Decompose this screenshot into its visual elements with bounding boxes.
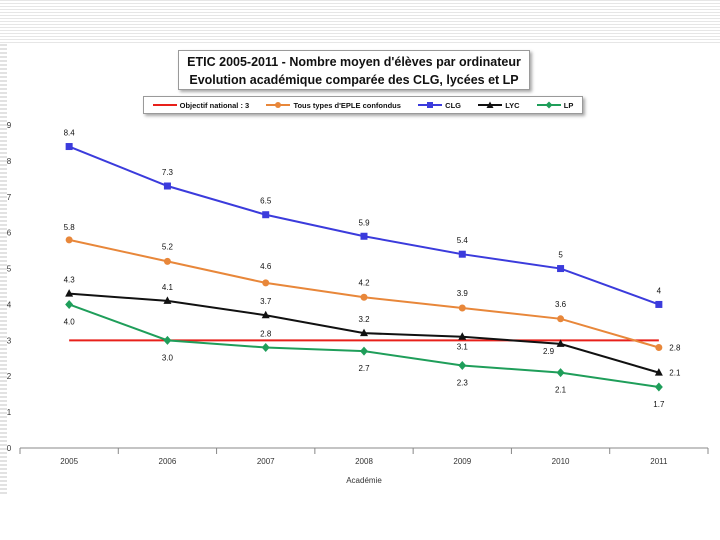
data-point	[655, 344, 663, 352]
legend-label-eple: Tous types d'EPLE confondus	[293, 100, 401, 110]
data-point	[458, 332, 467, 340]
data-point	[557, 315, 565, 323]
data-point	[458, 250, 466, 258]
data-point	[655, 300, 663, 308]
chart-title-line-1: ETIC 2005-2011 - Nombre moyen d'élèves p…	[187, 55, 521, 69]
data-point	[65, 299, 74, 309]
x-tick-label: 2009	[453, 457, 471, 466]
left-border-decoration	[0, 44, 7, 494]
data-label: 3.1	[457, 343, 469, 352]
data-label: 2.8	[669, 344, 681, 353]
data-label: 2.9	[543, 347, 555, 356]
data-point	[163, 335, 172, 345]
y-tick-label: 8	[7, 157, 12, 166]
data-point	[557, 265, 565, 273]
data-point	[458, 304, 466, 312]
data-point	[360, 232, 368, 240]
data-label: 7.3	[162, 168, 174, 177]
x-tick-label: 2008	[355, 457, 373, 466]
y-tick-label: 9	[7, 121, 12, 130]
data-label: 3.9	[457, 289, 469, 298]
x-axis-title: Académie	[346, 476, 382, 485]
data-point	[360, 328, 368, 337]
data-label: 4.0	[64, 317, 76, 326]
legend-item-objectif: Objectif national : 3	[152, 100, 250, 110]
data-label: 8.4	[64, 129, 76, 138]
y-tick-label: 3	[7, 336, 12, 345]
data-label: 2.1	[669, 369, 681, 378]
chart-legend: Objectif national : 3 Tous types d'EPLE …	[143, 96, 583, 114]
data-point	[163, 257, 171, 265]
data-point	[262, 211, 270, 219]
data-label: 2.1	[555, 386, 567, 395]
data-label: 5.4	[457, 236, 469, 245]
data-point	[163, 182, 171, 190]
data-point	[360, 346, 368, 356]
legend-item-clg: CLG	[418, 101, 461, 110]
x-tick-label: 2006	[159, 457, 177, 466]
legend-item-lyc: LYC	[478, 100, 520, 110]
data-point	[163, 296, 172, 304]
chart-title-box: ETIC 2005-2011 - Nombre moyen d'élèves p…	[178, 50, 530, 90]
data-label: 5.2	[162, 242, 174, 251]
legend-circle-marker-icon	[266, 102, 291, 108]
x-tick-label: 2007	[257, 457, 275, 466]
data-label: 6.5	[260, 197, 272, 206]
data-point	[261, 310, 270, 319]
legend-line-icon	[152, 104, 177, 106]
data-label: 4.1	[162, 283, 174, 292]
y-tick-label: 0	[7, 444, 12, 453]
data-label: 3.2	[358, 315, 370, 324]
chart-title-line-2: Evolution académique comparée des CLG, l…	[189, 73, 519, 87]
data-label: 2.3	[457, 378, 469, 387]
y-tick-label: 1	[7, 408, 12, 417]
data-label: 4.6	[260, 262, 272, 271]
data-label: 1.7	[653, 400, 665, 409]
data-label: 4.3	[64, 276, 76, 285]
data-point	[65, 289, 74, 297]
data-point	[360, 293, 368, 301]
data-label: 5.9	[358, 218, 370, 227]
legend-label-lp: LP	[563, 100, 574, 110]
data-label: 4	[657, 286, 662, 295]
y-tick-label: 5	[7, 265, 12, 274]
data-label: 2.7	[358, 364, 370, 373]
data-point	[654, 382, 663, 392]
data-label: 4.2	[358, 278, 370, 287]
data-label: 5	[558, 251, 563, 260]
legend-diamond-marker-icon	[536, 101, 561, 109]
legend-label-clg: CLG	[445, 100, 461, 110]
data-point	[458, 360, 467, 370]
y-tick-label: 4	[7, 300, 12, 309]
data-point	[65, 143, 73, 151]
data-point	[556, 368, 565, 378]
data-label: 5.8	[64, 223, 76, 232]
header-stripe	[0, 0, 720, 44]
data-point	[261, 343, 270, 353]
data-point	[654, 368, 663, 376]
data-label: 2.8	[260, 330, 272, 339]
data-label: 3.0	[162, 353, 174, 362]
x-tick-label: 2010	[552, 457, 570, 466]
data-point	[556, 339, 565, 347]
y-tick-label: 2	[7, 372, 12, 381]
legend-item-lp: LP	[536, 100, 574, 110]
data-label: 3.6	[555, 300, 567, 309]
legend-square-marker-icon	[418, 102, 443, 108]
y-tick-label: 6	[7, 229, 12, 238]
y-tick-label: 7	[7, 193, 12, 202]
legend-item-eple: Tous types d'EPLE confondus	[266, 100, 401, 110]
x-tick-label: 2005	[60, 457, 78, 466]
data-point	[262, 279, 270, 287]
legend-label-lyc: LYC	[505, 100, 520, 110]
data-label: 3.7	[260, 297, 272, 306]
legend-triangle-marker-icon	[478, 101, 503, 108]
data-point	[65, 236, 73, 244]
x-tick-label: 2011	[650, 457, 668, 466]
legend-label-objectif: Objectif national : 3	[179, 100, 250, 110]
